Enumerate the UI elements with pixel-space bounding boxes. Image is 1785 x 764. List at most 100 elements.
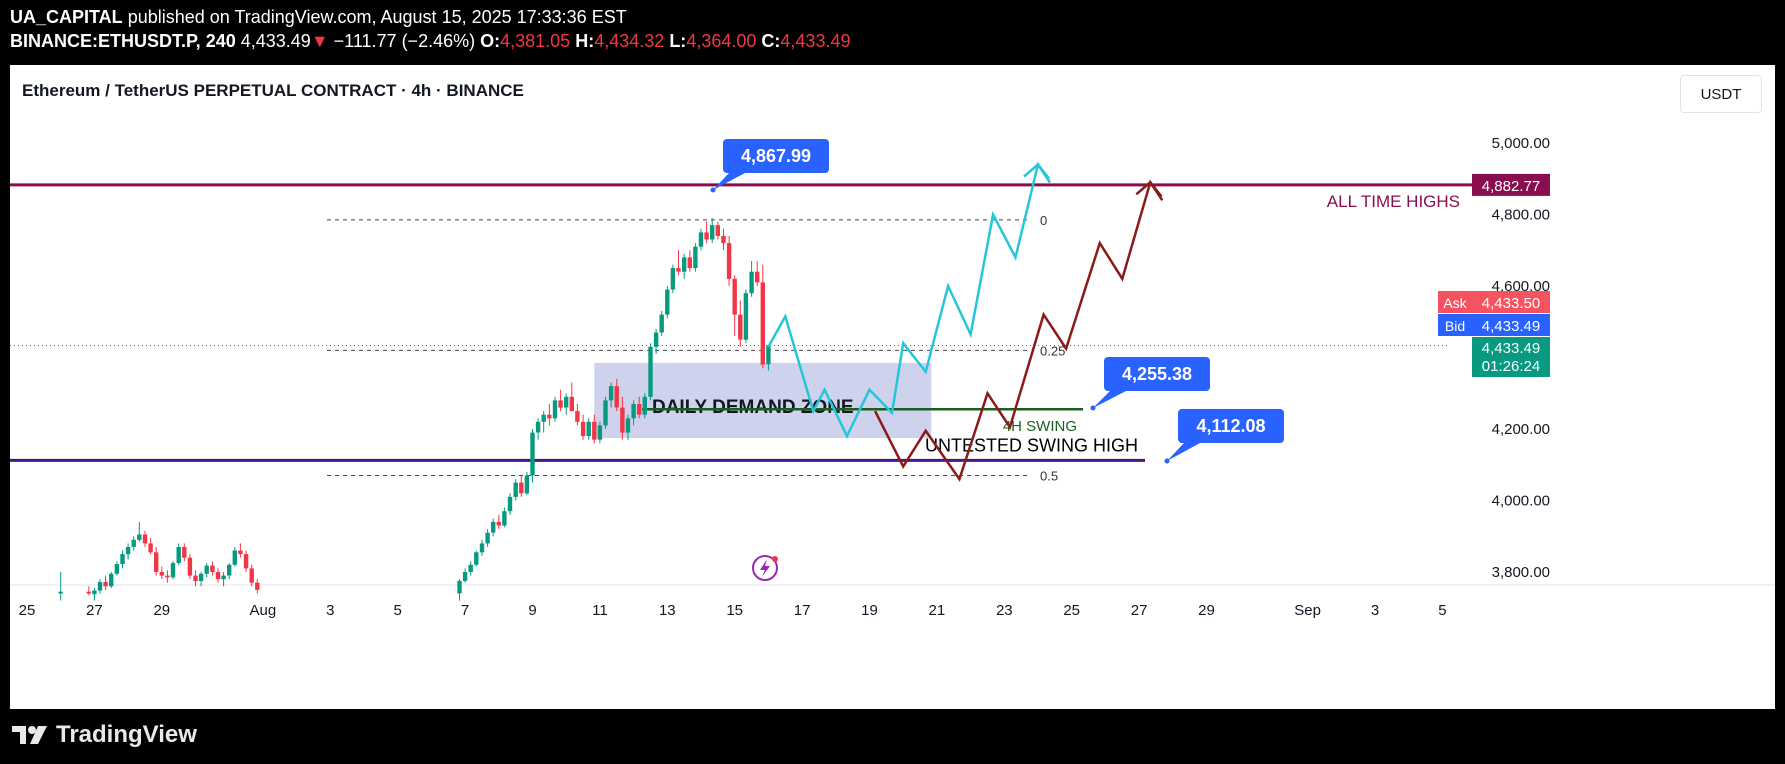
ohlc-line: BINANCE:ETHUSDT.P, 240 4,433.49▼ −111.77…	[10, 31, 850, 52]
x-tick-label: 5	[394, 602, 402, 619]
x-tick-label: 3	[1371, 602, 1379, 619]
high-label: H:	[575, 31, 595, 51]
chart-canvas[interactable]: 3,800.00 4,000.00 4,200.00 4,600.00 4,800.00…	[10, 65, 1775, 709]
demand-zone-label: DAILY DEMAND ZONE	[652, 397, 854, 418]
candle-body	[726, 243, 732, 279]
candle-body	[552, 400, 558, 419]
candle-body	[103, 582, 108, 587]
candle-body	[564, 396, 569, 408]
candle-body	[603, 400, 608, 426]
candle-body	[92, 590, 97, 595]
candle-body	[597, 425, 603, 440]
projection-arrowhead-maroon	[1135, 180, 1164, 201]
candle-body	[687, 257, 692, 269]
candle-body	[109, 573, 114, 587]
all-time-high-price-text: 4,882.77	[1482, 178, 1540, 195]
candle-body	[614, 386, 619, 408]
x-tick-label: 23	[996, 602, 1013, 619]
last-price: 4,433.49	[240, 31, 311, 51]
candle-body	[524, 475, 530, 494]
candle-body	[193, 575, 198, 581]
candle-body	[631, 404, 636, 419]
x-tick-label: 19	[861, 602, 878, 619]
event-lightning-icon	[752, 555, 778, 581]
publish-line: UA_CAPITAL published on TradingView.com,…	[10, 7, 627, 28]
candle-body	[682, 257, 687, 272]
candle-body	[710, 225, 715, 240]
ask-price: 4,433.50	[1482, 295, 1540, 312]
candle-body	[86, 591, 91, 594]
publish-header: UA_CAPITAL published on TradingView.com,…	[0, 0, 1785, 64]
candle-body	[479, 543, 485, 553]
x-tick-label: 25	[1063, 602, 1080, 619]
all-time-high-label: ALL TIME HIGHS	[1327, 192, 1460, 211]
chart-panel[interactable]: 3,800.00 4,000.00 4,200.00 4,600.00 4,800.00…	[10, 65, 1775, 709]
candle-body	[519, 482, 524, 494]
y-tick-label: 3,800.00	[1492, 564, 1550, 581]
x-tick-label: 7	[461, 602, 469, 619]
candle-body	[642, 396, 647, 415]
candle-body	[693, 246, 698, 269]
candle-body	[670, 268, 676, 290]
last-price-tag	[1472, 337, 1550, 377]
candle-body	[721, 235, 726, 244]
candle-body	[755, 271, 760, 283]
close-value: 4,433.49	[780, 31, 851, 51]
candle-body	[221, 575, 226, 580]
chart-title: Ethereum / TetherUS PERPETUAL CONTRACT ·…	[22, 81, 524, 100]
last-price-value: 4,433.49	[1482, 340, 1540, 357]
down-arrow-icon: ▼	[310, 31, 329, 51]
x-tick-label: 27	[86, 602, 103, 619]
candle-countdown: 01:26:24	[1482, 358, 1540, 375]
bid-price: 4,433.49	[1482, 318, 1540, 335]
x-tick-label: 3	[326, 602, 334, 619]
bid-label-tag	[1438, 314, 1472, 336]
candle-body	[249, 568, 254, 583]
low-value: 4,364.00	[686, 31, 757, 51]
candle-body	[170, 563, 176, 578]
candle-body	[187, 557, 193, 576]
open-value: 4,381.05	[500, 31, 571, 51]
price-callout-text: 4,867.99	[741, 146, 811, 166]
candle-body	[535, 421, 541, 433]
candle-body	[148, 543, 153, 553]
publish-info: published on TradingView.com, August 15,…	[127, 7, 627, 27]
x-tick-label: 11	[592, 602, 608, 619]
y-tick-label: 4,200.00	[1492, 421, 1550, 438]
candle-body	[176, 547, 181, 564]
candle-body	[507, 496, 513, 512]
candle-body	[210, 565, 215, 572]
candle-body	[541, 414, 546, 422]
candle-body	[637, 404, 642, 415]
candle-body	[142, 534, 148, 544]
x-tick-label: 9	[528, 602, 536, 619]
callout-anchor-dot	[1164, 458, 1170, 464]
candle-body	[137, 534, 142, 540]
candle-body	[58, 591, 63, 594]
candle-body	[474, 552, 479, 565]
candle-body	[232, 550, 237, 565]
x-tick-label: 15	[726, 602, 743, 619]
lightning-bolt-icon	[760, 559, 770, 577]
projection-path-cyan	[767, 161, 1051, 439]
price-callout-text: 4,255.38	[1122, 364, 1192, 384]
author-name[interactable]: UA_CAPITAL	[10, 7, 123, 27]
tradingview-logo[interactable]: TradingView	[12, 721, 197, 749]
candle-body	[620, 407, 625, 433]
open-label: O:	[480, 31, 501, 51]
candle-body	[462, 572, 468, 581]
ask-label: Ask	[1443, 295, 1467, 311]
bid-price-tag	[1472, 314, 1550, 336]
price-callout-box	[723, 139, 829, 173]
price-callout-box	[1104, 357, 1210, 391]
candle-body	[665, 289, 670, 315]
callout-pointer	[1167, 443, 1200, 461]
candle-body	[255, 582, 260, 590]
candle-body	[159, 572, 164, 576]
x-tick-label: 29	[153, 602, 170, 619]
candle-body	[625, 418, 631, 433]
currency-button[interactable]: USDT	[1680, 75, 1762, 113]
candle-body	[653, 332, 659, 347]
price-change: −111.77 (−2.46%)	[333, 31, 476, 51]
y-tick-label: 4,000.00	[1492, 493, 1550, 510]
